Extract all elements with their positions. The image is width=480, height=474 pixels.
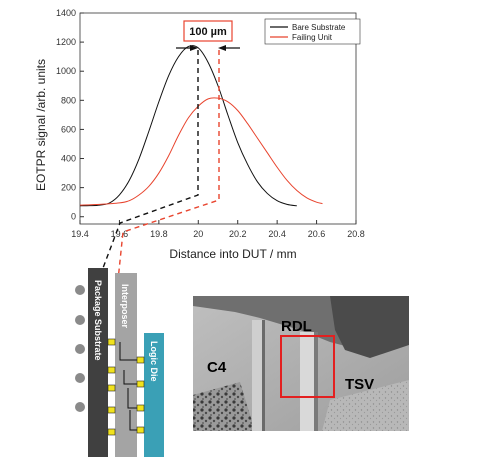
y-tick-label: 800 — [61, 95, 76, 105]
interposer-label: Interposer — [120, 284, 130, 329]
die-edge — [330, 296, 409, 358]
x-tick-label: 20.6 — [308, 229, 326, 239]
legend-label-failing: Failing Unit — [292, 33, 333, 42]
solder-ball — [75, 402, 85, 412]
solder-ball — [75, 344, 85, 354]
y-tick-label: 1000 — [56, 66, 76, 76]
y-tick-label: 200 — [61, 183, 76, 193]
cross-section-image: RDL C4 TSV — [193, 296, 409, 431]
x-tick-label: 20.2 — [229, 229, 247, 239]
defect-highlight-box — [280, 335, 335, 398]
x-tick-label: 20.4 — [268, 229, 286, 239]
x-tick-label: 20 — [193, 229, 203, 239]
y-axis-label: EOTPR signal /arb. units — [34, 59, 48, 191]
package-stack-schematic: Package Substrate Interposer Logic Die — [75, 268, 164, 457]
y-tick-label: 600 — [61, 124, 76, 134]
x-tick-label: 19.4 — [71, 229, 89, 239]
logic-die — [144, 333, 164, 457]
c4-label: C4 — [207, 359, 227, 376]
width-annotation: 100 µm — [176, 20, 240, 51]
package-substrate-label: Package Substrate — [93, 280, 103, 361]
arrow-right-head — [218, 45, 226, 51]
legend: Bare Substrate Failing Unit — [264, 18, 361, 45]
x-tick-label: 20.8 — [347, 229, 365, 239]
axis-ticks: 19.4 19.6 19.8 20 20.2 20.4 20.6 20.8 0 200 400 600… — [56, 8, 365, 239]
y-tick-label: 0 — [71, 212, 76, 222]
bare-peak-projection — [102, 50, 199, 269]
series-layer — [79, 45, 323, 207]
rdl-label: RDL — [281, 318, 312, 335]
tsv-speckle-region — [322, 380, 409, 431]
y-tick-label: 1400 — [56, 8, 76, 18]
solder-ball — [75, 285, 85, 295]
plot-frame — [79, 12, 357, 225]
arrow-left-head — [190, 45, 198, 51]
tsv-label: TSV — [345, 376, 374, 393]
tsv-column — [300, 332, 314, 431]
interposer — [115, 273, 137, 457]
legend-box — [264, 18, 361, 45]
c4-edge — [262, 320, 265, 431]
annotation-box — [183, 20, 233, 42]
tsv-edge — [314, 332, 318, 431]
x-tick-label: 19.8 — [150, 229, 168, 239]
solder-ball — [75, 315, 85, 325]
x-axis-label: Distance into DUT / mm — [169, 247, 296, 261]
logic-die-label: Logic Die — [149, 341, 159, 382]
series-line-bare-substrate — [79, 45, 297, 207]
c4-column — [252, 320, 262, 431]
bump-pads — [107, 338, 145, 436]
eotpr-chart: 19.4 19.6 19.8 20 20.2 20.4 20.6 20.8 0 200 400 600… — [34, 8, 365, 291]
c4-porous-region — [193, 382, 255, 431]
failing-peak-projection — [116, 50, 220, 291]
y-tick-label: 1200 — [56, 37, 76, 47]
annotation-text: 100 µm — [189, 26, 227, 38]
legend-label-bare: Bare Substrate — [292, 23, 346, 32]
x-tick-label: 19.6 — [111, 229, 129, 239]
y-tick-label: 400 — [61, 154, 76, 164]
package-substrate — [88, 268, 108, 457]
solder-ball — [75, 373, 85, 383]
series-line-failing-unit — [79, 97, 323, 206]
